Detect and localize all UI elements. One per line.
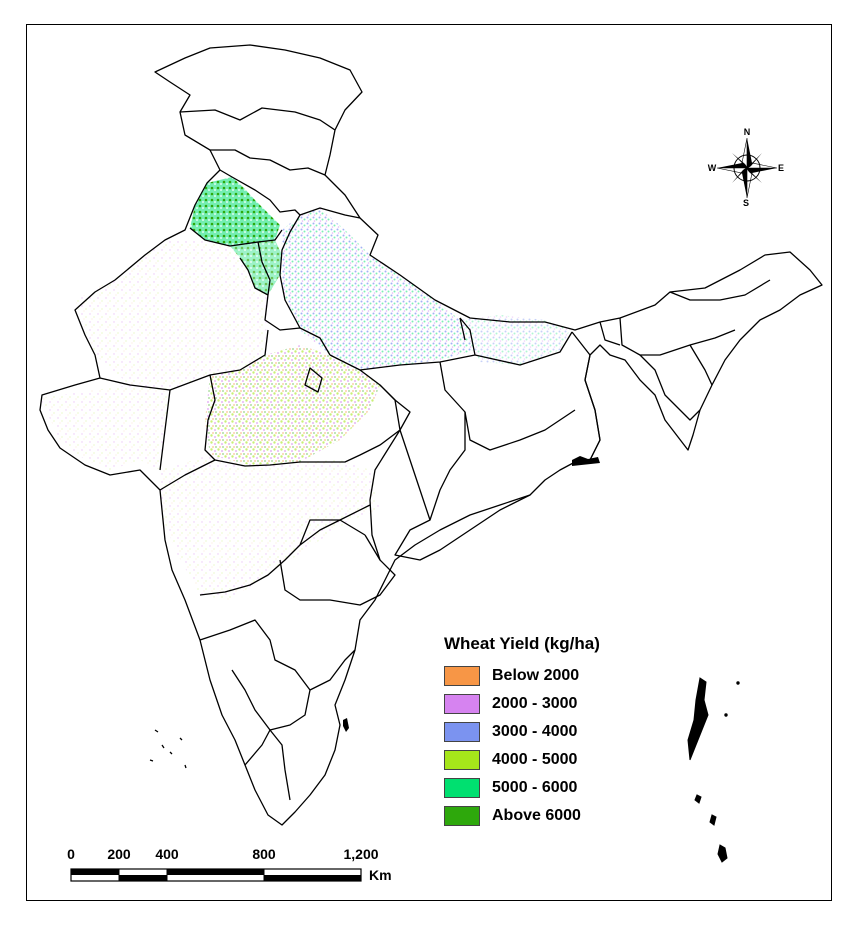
legend-item: 4000 - 5000	[444, 746, 600, 774]
scale-tick-label: 200	[107, 846, 131, 862]
scale-unit-label: Km	[369, 867, 392, 883]
legend-swatch-below-2000	[444, 666, 480, 686]
andaman-nicobar-islands	[687, 677, 740, 863]
legend-label: Above 6000	[492, 807, 581, 824]
legend-label: 3000 - 4000	[492, 723, 578, 740]
legend: Wheat Yield (kg/ha) Below 2000 2000 - 30…	[444, 634, 600, 830]
legend-label: 5000 - 6000	[492, 779, 578, 796]
legend-item: Below 2000	[444, 662, 600, 690]
legend-label: Below 2000	[492, 667, 580, 684]
compass-n-label: N	[743, 127, 751, 137]
legend-item: 3000 - 4000	[444, 718, 600, 746]
scale-tick-label: 0	[67, 846, 75, 862]
legend-swatch-4000-5000	[444, 750, 480, 770]
scale-bar	[70, 868, 362, 882]
legend-title: Wheat Yield (kg/ha)	[444, 634, 600, 653]
map-frame	[26, 24, 832, 901]
scale-tick-label: 400	[155, 846, 179, 862]
legend-swatch-5000-6000	[444, 778, 480, 798]
legend-swatch-3000-4000	[444, 722, 480, 742]
scale-tick-label: 800	[252, 846, 276, 862]
compass-e-label: E	[777, 163, 785, 173]
india-state-boundaries	[39, 44, 823, 826]
legend-swatch-2000-3000	[444, 694, 480, 714]
legend-label: 4000 - 5000	[492, 751, 578, 768]
scale-tick-label: 1,200	[343, 846, 379, 862]
compass-s-label: S	[742, 198, 750, 208]
north-arrow-icon	[716, 137, 778, 199]
legend-swatch-above-6000	[444, 806, 480, 826]
legend-item: Above 6000	[444, 802, 600, 830]
legend-item: 5000 - 6000	[444, 774, 600, 802]
legend-item: 2000 - 3000	[444, 690, 600, 718]
legend-label: 2000 - 3000	[492, 695, 578, 712]
coastal-islands	[343, 456, 600, 732]
compass-w-label: W	[707, 163, 717, 173]
